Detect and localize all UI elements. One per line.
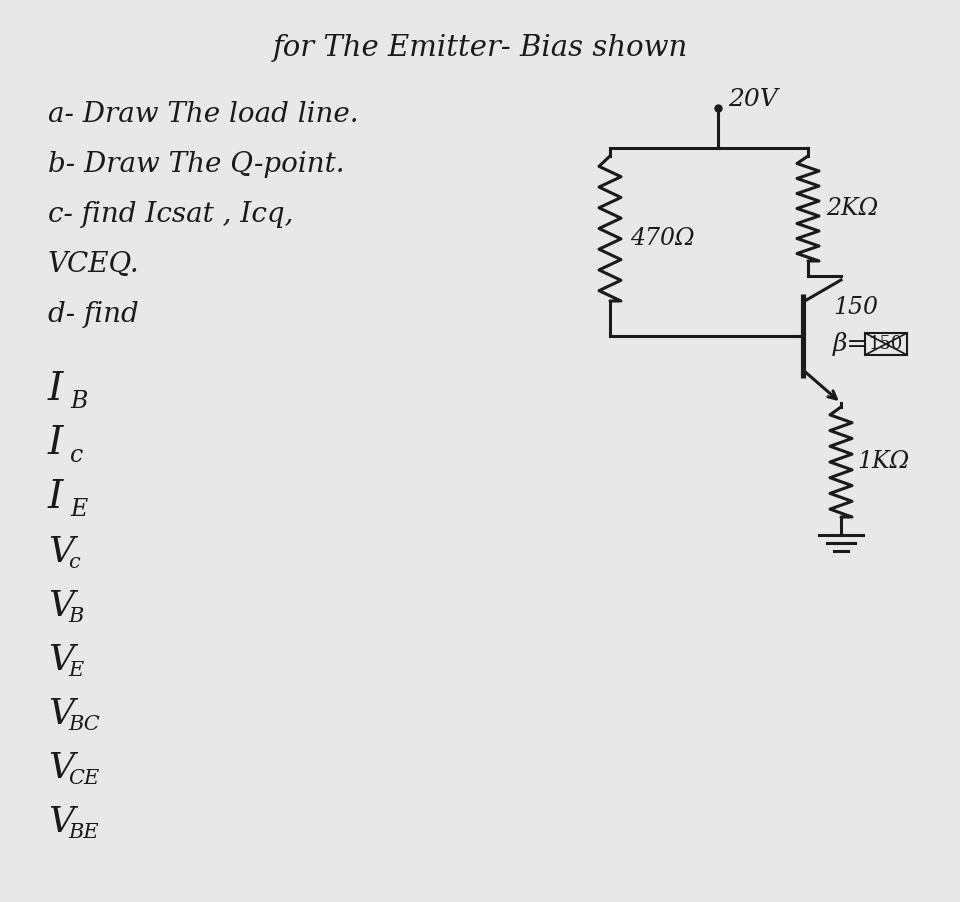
Bar xyxy=(865,333,907,355)
Text: β=: β= xyxy=(833,332,869,356)
Text: E: E xyxy=(68,661,84,680)
Text: V: V xyxy=(48,643,74,677)
Text: BC: BC xyxy=(68,715,100,734)
Text: 20V: 20V xyxy=(728,88,778,112)
Text: c: c xyxy=(70,444,84,466)
Text: VCEQ.: VCEQ. xyxy=(48,252,140,279)
Text: 150: 150 xyxy=(833,297,878,319)
Text: I: I xyxy=(48,480,63,517)
Text: 2KΩ: 2KΩ xyxy=(826,197,878,220)
Text: V: V xyxy=(48,535,74,569)
Text: I: I xyxy=(48,426,63,463)
Text: c- find Icsat , Icq,: c- find Icsat , Icq, xyxy=(48,201,294,228)
Text: I: I xyxy=(48,372,63,409)
Text: B: B xyxy=(68,608,84,627)
Text: b- Draw The Q-point.: b- Draw The Q-point. xyxy=(48,152,345,179)
Text: V: V xyxy=(48,751,74,785)
Text: BE: BE xyxy=(68,824,99,842)
Text: V: V xyxy=(48,697,74,731)
Text: a- Draw The load line.: a- Draw The load line. xyxy=(48,102,359,128)
Text: 1KΩ: 1KΩ xyxy=(857,450,909,474)
Text: B: B xyxy=(70,390,87,412)
Text: 150: 150 xyxy=(869,335,903,353)
Text: V: V xyxy=(48,589,74,623)
Text: for The Emitter- Bias shown: for The Emitter- Bias shown xyxy=(273,34,687,62)
Text: 470Ω: 470Ω xyxy=(630,227,695,250)
Text: c: c xyxy=(68,554,80,573)
Text: d- find: d- find xyxy=(48,301,139,328)
Text: V: V xyxy=(48,805,74,839)
Text: CE: CE xyxy=(68,769,99,788)
Text: E: E xyxy=(70,498,87,520)
